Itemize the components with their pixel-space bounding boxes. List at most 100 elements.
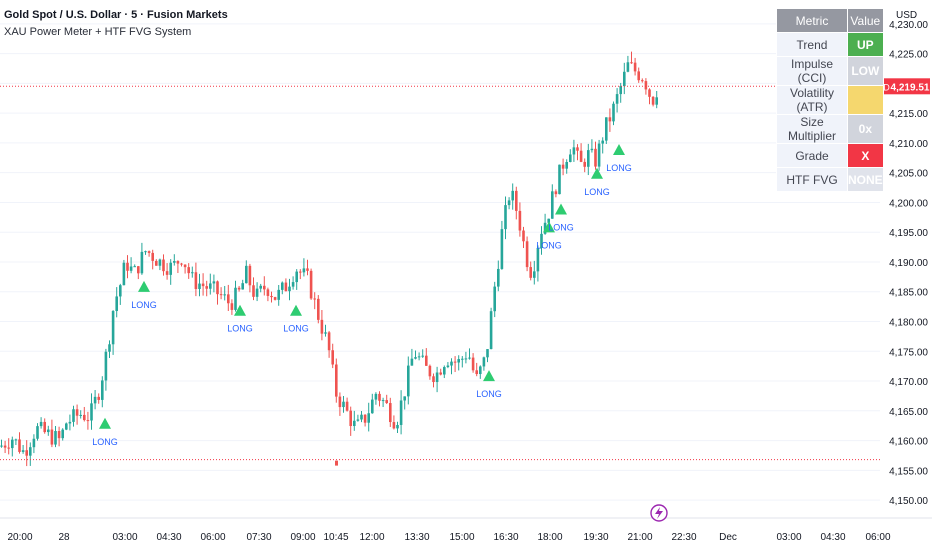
candle-body	[180, 263, 183, 265]
long-signal-triangle	[483, 370, 495, 382]
candle-body	[450, 361, 453, 366]
candle-body	[371, 399, 374, 414]
candle-body	[644, 81, 648, 90]
x-tick-label: 18:00	[537, 532, 562, 543]
price-axis[interactable]: 4,150.00 4,155.00 4,160.00 4,165.00 4,170.00…	[889, 20, 928, 507]
candle-body	[554, 191, 558, 195]
candle-body	[374, 393, 378, 400]
candle-body	[403, 396, 406, 401]
candle-body	[518, 210, 522, 231]
candle-body	[252, 285, 255, 297]
long-signals: LONG LONG LONG LONG LONG LONG LONG LONG LONG	[92, 143, 632, 447]
long-signal-triangle	[591, 167, 603, 179]
candle-body	[475, 370, 478, 375]
candle-body	[345, 401, 349, 411]
candle-body	[525, 241, 529, 268]
candle-body	[425, 355, 428, 366]
candle-body	[446, 365, 450, 368]
candle-body	[439, 372, 442, 375]
candle-body	[335, 364, 338, 397]
long-signal-triangle	[138, 280, 150, 292]
candle-body	[223, 294, 226, 296]
x-tick-label: 06:00	[865, 532, 890, 543]
long-signal-label: LONG	[584, 187, 610, 197]
candle-body	[587, 150, 590, 167]
candle-body	[421, 355, 424, 357]
candle-body	[500, 229, 504, 269]
table-row: Trend UP	[776, 32, 884, 57]
candle-body	[655, 97, 658, 105]
candle-body	[201, 283, 205, 287]
lightning-icon[interactable]	[650, 504, 668, 522]
candle-body	[212, 281, 216, 284]
x-tick-label: 03:00	[112, 532, 137, 543]
candle-body	[493, 286, 496, 312]
candle-body	[651, 96, 655, 105]
x-tick-label: 04:30	[820, 532, 845, 543]
y-tick-label: 4,155.00	[889, 466, 928, 477]
price-tag-text: 4,219.51	[891, 82, 930, 93]
candle-body	[90, 403, 93, 421]
y-tick-label: 4,225.00	[889, 50, 928, 61]
candle-body	[306, 268, 309, 271]
candle-body	[237, 287, 241, 290]
header-metric: Metric	[776, 8, 848, 33]
candle-body	[115, 296, 118, 312]
candle-body	[497, 268, 500, 287]
long-signal-triangle	[613, 143, 625, 155]
currency-label[interactable]: USD	[896, 10, 918, 21]
candle-body	[101, 380, 104, 400]
candle-body	[536, 247, 540, 272]
candle-body	[270, 295, 273, 298]
candle-body	[187, 267, 190, 274]
y-tick-label: 4,215.00	[889, 109, 928, 120]
candle-body	[68, 421, 72, 424]
long-signal-label: LONG	[227, 324, 253, 334]
candle-body	[353, 420, 356, 427]
candle-body	[407, 365, 410, 397]
candle-body	[183, 264, 187, 268]
value-cell: UP	[847, 32, 884, 57]
candle-body	[284, 282, 288, 292]
candle-body	[295, 271, 298, 283]
candle-body	[216, 281, 219, 295]
y-tick-label: 4,205.00	[889, 169, 928, 180]
candle-body	[515, 190, 518, 211]
header-value: Value	[847, 8, 884, 33]
candle-body	[288, 286, 291, 292]
candle-body	[608, 117, 612, 122]
candle-body	[396, 424, 399, 429]
table-header-row: Metric Value	[776, 8, 884, 33]
candle-body	[507, 200, 511, 206]
x-tick-label: 28	[58, 532, 70, 543]
y-tick-label: 4,200.00	[889, 198, 928, 209]
candle-body	[363, 414, 367, 423]
candle-body	[61, 429, 64, 439]
candle-body	[129, 266, 133, 271]
candle-body	[230, 303, 234, 310]
candle-body	[277, 289, 280, 300]
candle-body	[79, 414, 82, 416]
time-axis[interactable]: 20:00 28 03:00 04:30 06:00 07:30 09:00 10:45 12:…	[7, 532, 890, 543]
candle-body	[389, 403, 392, 423]
long-signal-label: LONG	[476, 389, 502, 399]
candle-body	[50, 429, 54, 445]
candle-body	[7, 447, 10, 449]
candle-body	[594, 148, 597, 167]
long-signal-label: LONG	[536, 240, 562, 250]
candle-body	[317, 298, 320, 320]
candle-body	[385, 400, 388, 404]
value-cell: LOW	[847, 56, 884, 86]
candle-body	[360, 414, 363, 420]
x-tick-label: 12:00	[359, 532, 384, 543]
candle-body	[457, 359, 460, 363]
candle-body	[378, 393, 381, 401]
candle-body	[569, 154, 572, 163]
candle-body	[219, 294, 223, 296]
chart-title[interactable]: Gold Spot / U.S. Dollar · 5 · Fusion Mar…	[4, 9, 228, 21]
candle-body	[108, 344, 111, 352]
candle-body	[392, 422, 396, 429]
indicator-title[interactable]: XAU Power Meter + HTF FVG System	[4, 26, 192, 38]
